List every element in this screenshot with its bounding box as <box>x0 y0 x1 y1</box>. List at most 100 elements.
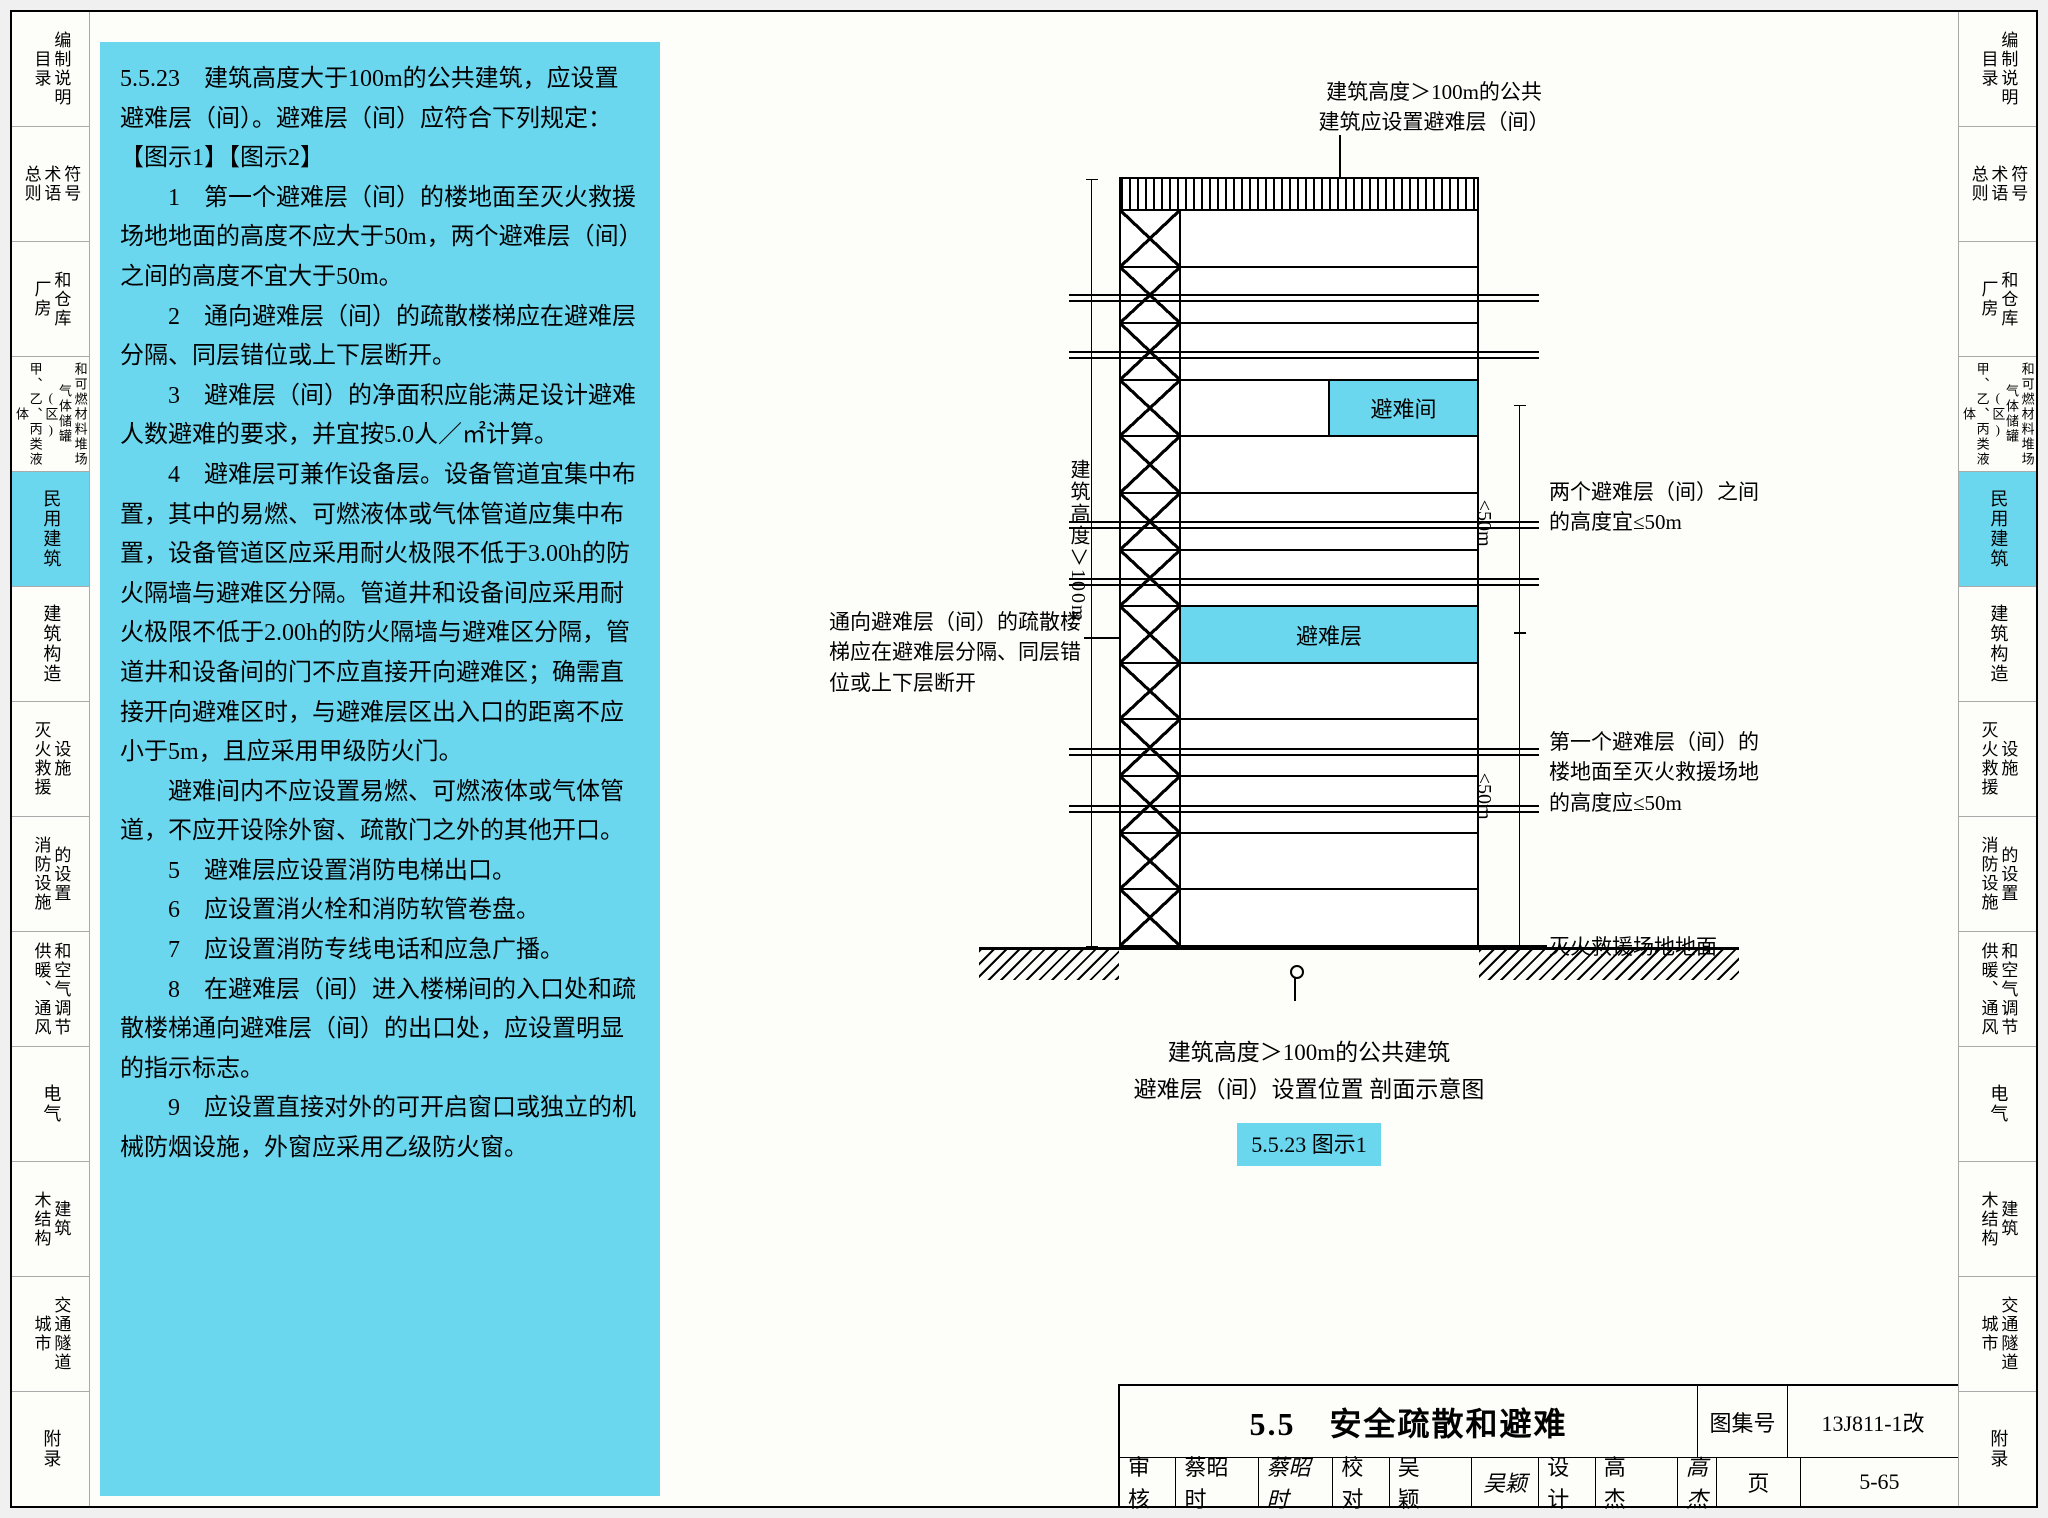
index-tab[interactable]: 建筑构造 <box>1959 587 2036 702</box>
regulation-item: 避难间内不应设置易燃、可燃液体或气体管道，不应开设除外窗、疏散门之外的其他开口。 <box>120 773 640 852</box>
note-between-refuge: 两个避难层（间）之间的高度宜≤50m <box>1549 477 1769 538</box>
index-tab[interactable]: 目录编制说明 <box>12 12 89 127</box>
index-tab[interactable]: 城市交通隧道 <box>1959 1277 2036 1392</box>
leader-line <box>1479 945 1547 947</box>
index-tab-label: 的设置 <box>52 846 70 903</box>
refuge-floor-label: 避难层 <box>1181 607 1477 662</box>
regulation-item: 4 避难层可兼作设备层。设备管道宜集中布置，其中的易燃、可燃液体或气体管道应集中… <box>120 456 640 773</box>
index-tab-label: 总则 <box>22 165 40 203</box>
regulation-item: 5 避难层应设置消防电梯出口。 <box>120 852 640 892</box>
index-tab[interactable]: 灭火救援设施 <box>1959 702 2036 817</box>
index-tab[interactable]: 甲、乙、丙类液体气体储罐(区)和可燃材料堆场 <box>12 357 89 472</box>
index-tab-label: 甲、乙、丙类液体 <box>1961 361 1988 467</box>
index-tab-label: 编制说明 <box>52 31 70 107</box>
extended-beam <box>1069 521 1539 529</box>
floor: 避难间 <box>1121 381 1477 438</box>
note-top: 建筑高度＞100m的公共 建筑应设置避难层（间） <box>1269 77 1599 138</box>
extended-beam <box>1069 351 1539 359</box>
index-tab-label: 建筑构造 <box>1988 604 2008 684</box>
index-tab-label: 建筑构造 <box>41 604 61 684</box>
checker-signature: 吴颖 <box>1472 1458 1539 1506</box>
stair-icon <box>1121 607 1181 662</box>
index-tab-label: 术语 <box>1989 165 2007 203</box>
stair-icon <box>1121 890 1181 945</box>
index-tab-label: 总则 <box>1969 165 1987 203</box>
index-tab[interactable]: 总则术语符号 <box>12 127 89 242</box>
index-tab[interactable]: 供暖、通风和空气调节 <box>12 932 89 1047</box>
index-tab[interactable]: 电气 <box>1959 1047 2036 1162</box>
regulation-item: 3 避难层（间）的净面积应能满足设计避难人数避难的要求，并宜按5.0人／㎡计算。 <box>120 377 640 456</box>
note-stairs: 通向避难层（间）的疏散楼梯应在避难层分隔、同层错位或上下层断开 <box>829 607 1084 698</box>
index-tab[interactable]: 木结构建筑 <box>12 1162 89 1277</box>
ground-hatch <box>979 950 1119 980</box>
index-tab-label: 交通隧道 <box>1999 1296 2017 1372</box>
index-tab-label: 民用建筑 <box>41 489 61 569</box>
index-tab[interactable]: 附录 <box>12 1392 89 1506</box>
index-tab-label: 木结构 <box>32 1191 50 1248</box>
regulation-item: 1 第一个避难层（间）的楼地面至灭火救援场地地面的高度不应大于50m，两个避难层… <box>120 179 640 298</box>
designer-name: 高 杰 <box>1596 1458 1678 1506</box>
index-tab[interactable]: 供暖、通风和空气调节 <box>1959 932 2036 1047</box>
label-page: 页 <box>1717 1458 1801 1506</box>
dim-building-height: 建筑高度＞100m <box>1091 179 1092 947</box>
index-tab[interactable]: 厂房和仓库 <box>1959 242 2036 357</box>
index-tab[interactable]: 灭火救援设施 <box>12 702 89 817</box>
index-tab[interactable]: 总则术语符号 <box>1959 127 2036 242</box>
scale-figure-icon <box>1284 965 1306 1013</box>
section-title: 5.5 安全疏散和避难 <box>1120 1386 1698 1457</box>
index-tab-label: 建筑 <box>1999 1200 2017 1238</box>
stair-icon <box>1121 664 1181 719</box>
dim-first-refuge: ≤50m <box>1519 633 1520 947</box>
index-tab-label: 气体储罐(区) <box>44 361 71 467</box>
index-tab-label: 附录 <box>1988 1429 2008 1469</box>
label-ground: 灭火救援场地地面 <box>1549 932 1717 962</box>
floor <box>1121 664 1477 721</box>
label-design: 设计 <box>1539 1458 1595 1506</box>
index-tab[interactable]: 消防设施的设置 <box>1959 817 2036 932</box>
index-tab[interactable]: 厂房和仓库 <box>12 242 89 357</box>
index-tab[interactable]: 建筑构造 <box>12 587 89 702</box>
index-tab-label: 和可燃材料堆场 <box>2020 362 2034 467</box>
diagram-panel: 建筑高度＞100m的公共 建筑应设置避难层（间） 避难间避难层 建筑高度＞100… <box>680 42 1938 1496</box>
floor <box>1121 437 1477 494</box>
extended-beam <box>1069 805 1539 813</box>
index-tab-label: 和空气调节 <box>1999 942 2017 1037</box>
index-tab[interactable]: 木结构建筑 <box>1959 1162 2036 1277</box>
diagram: 建筑高度＞100m的公共 建筑应设置避难层（间） 避难间避难层 建筑高度＞100… <box>859 77 1759 1097</box>
index-tab[interactable]: 消防设施的设置 <box>12 817 89 932</box>
index-tab-label: 目录 <box>32 50 50 88</box>
stair-icon <box>1121 381 1181 436</box>
index-tab-label: 和仓库 <box>1999 271 2017 328</box>
index-tab[interactable]: 甲、乙、丙类液体气体储罐(区)和可燃材料堆场 <box>1959 357 2036 472</box>
index-tab-label: 电气 <box>1988 1084 2008 1124</box>
index-tabs-left: 目录编制说明总则术语符号厂房和仓库甲、乙、丙类液体气体储罐(区)和可燃材料堆场民… <box>12 12 90 1506</box>
index-tab-label: 设施 <box>1999 740 2017 778</box>
index-tab-label: 民用建筑 <box>1988 489 2008 569</box>
value-set-no: 13J811-1改 <box>1788 1386 1958 1457</box>
floor <box>1121 211 1477 268</box>
page: 目录编制说明总则术语符号厂房和仓库甲、乙、丙类液体气体储罐(区)和可燃材料堆场民… <box>10 10 2038 1508</box>
index-tab-label: 和空气调节 <box>52 942 70 1037</box>
index-tab-label: 电气 <box>41 1084 61 1124</box>
regulation-item: 9 应设置直接对外的可开启窗口或独立的机械防烟设施，外窗应采用乙级防火窗。 <box>120 1089 640 1168</box>
index-tab-label: 城市 <box>1979 1315 1997 1353</box>
regulation-item: 7 应设置消防专线电话和应急广播。 <box>120 931 640 971</box>
index-tab-label: 灭火救援 <box>1979 721 1997 797</box>
dim-between-refuge: ≤50m <box>1519 405 1520 633</box>
regulation-item: 8 在避难层（间）进入楼梯间的入口处和疏散楼梯通向避难层（间）的出口处，应设置明… <box>120 971 640 1090</box>
index-tab[interactable]: 民用建筑 <box>1959 472 2036 587</box>
index-tab[interactable]: 附录 <box>1959 1392 2036 1506</box>
regulation-item: 6 应设置消火栓和消防软管卷盘。 <box>120 891 640 931</box>
index-tab-label: 城市 <box>32 1315 50 1353</box>
label-check: 校对 <box>1333 1458 1389 1506</box>
index-tab-label: 甲、乙、丙类液体 <box>14 361 41 467</box>
auditor-signature: 蔡昭时 <box>1259 1458 1334 1506</box>
index-tab-label: 木结构 <box>1979 1191 1997 1248</box>
index-tab[interactable]: 城市交通隧道 <box>12 1277 89 1392</box>
index-tab[interactable]: 民用建筑 <box>12 472 89 587</box>
index-tab[interactable]: 电气 <box>12 1047 89 1162</box>
index-tab[interactable]: 目录编制说明 <box>1959 12 2036 127</box>
index-tab-label: 术语 <box>42 165 60 203</box>
regulation-lead: 5.5.23 建筑高度大于100m的公共建筑，应设置避难层（间）。避难层（间）应… <box>120 60 640 179</box>
index-tab-label: 建筑 <box>52 1200 70 1238</box>
